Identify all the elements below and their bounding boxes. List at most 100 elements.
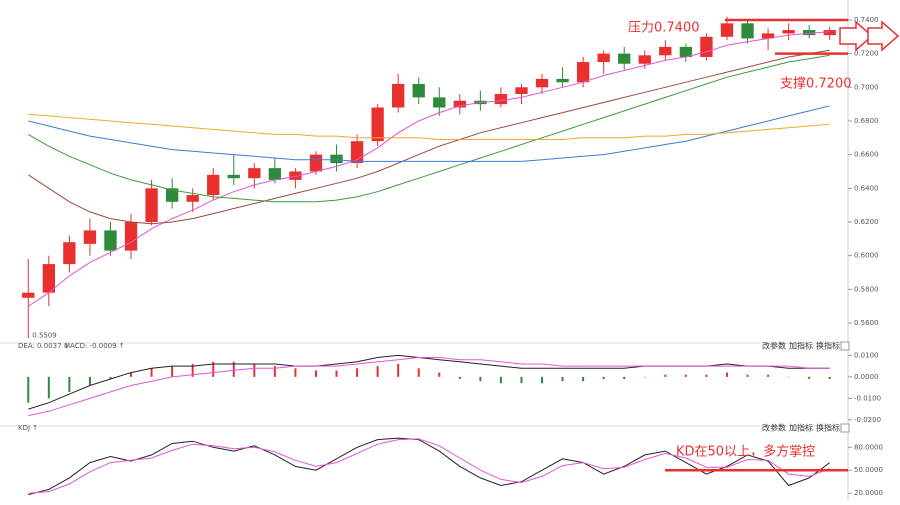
candle-body: [761, 33, 775, 39]
annotation: 压力0.7400: [628, 21, 700, 36]
y-tick-label: 0.6800: [854, 117, 879, 125]
candle-body: [227, 174, 240, 179]
indicator-line: [28, 357, 830, 417]
macd-bar: [212, 361, 215, 377]
indicator-line: [28, 437, 830, 496]
candle-body: [638, 55, 651, 64]
candle-body: [371, 107, 384, 142]
macd-bar: [725, 372, 728, 377]
macd-bar: [314, 370, 317, 377]
y-tick-label: 0.6600: [854, 151, 879, 159]
y-tick-label: 0.5600: [854, 319, 879, 327]
macd-bar: [828, 376, 831, 380]
toolbar-button[interactable]: 换指标: [816, 341, 840, 351]
macd-bar: [356, 368, 359, 377]
candle-body: [700, 36, 713, 57]
toolbar-button[interactable]: 加指标: [789, 341, 813, 351]
candle-body: [330, 154, 343, 164]
close-button[interactable]: [840, 341, 850, 351]
candle-body: [145, 188, 158, 222]
candle-body: [124, 221, 138, 251]
toolbar-button[interactable]: 改参数: [762, 423, 786, 433]
candle-body: [412, 83, 425, 98]
candle-body: [248, 168, 261, 179]
y-tick-label: -0.0200: [854, 416, 881, 424]
y-tick-label: 0.7200: [854, 50, 879, 58]
macd-bar: [520, 376, 523, 384]
toolbar-button[interactable]: 改参数: [762, 341, 786, 351]
macd-bar: [68, 376, 71, 392]
candle-body: [679, 46, 693, 57]
macd-bar: [47, 376, 50, 399]
y-tick-label: 0.6000: [854, 252, 879, 260]
macd-bar: [643, 376, 646, 378]
y-tick-label: 0.6200: [854, 218, 879, 226]
macd-bar: [561, 376, 564, 382]
macd-bar: [27, 376, 30, 403]
macd-bar: [499, 376, 502, 384]
candle-body: [741, 23, 754, 39]
candle-body: [207, 174, 220, 196]
candle-body: [576, 62, 590, 83]
macd-bar: [684, 374, 687, 377]
macd-bar: [808, 376, 811, 380]
macd-bar: [232, 361, 235, 377]
indicator-label: MACD: -0.0009 ↑: [64, 342, 125, 350]
arrow-icon: [867, 20, 900, 52]
indicator-line: [28, 54, 830, 203]
macd-bar: [130, 372, 133, 377]
candle-body: [165, 188, 179, 202]
macd-bar: [88, 376, 91, 386]
candle-body: [823, 30, 836, 36]
indicator-line: [28, 438, 830, 494]
indicator-label: KDJ ↑: [18, 424, 38, 432]
candle-body: [22, 292, 35, 298]
macd-bar: [541, 376, 544, 384]
candle-body: [515, 87, 528, 95]
y-tick-label: 0.0100: [854, 351, 879, 359]
candle-body: [83, 230, 97, 244]
macd-bar: [623, 376, 626, 380]
candle-body: [186, 195, 199, 202]
macd-bar: [109, 376, 112, 380]
toolbar-button[interactable]: 加指标: [789, 423, 813, 433]
macd-bar: [664, 374, 667, 377]
y-tick-label: 50.0000: [854, 466, 883, 474]
macd-bar: [479, 376, 482, 382]
y-tick-label: 0.5800: [854, 285, 879, 293]
y-tick-label: 20.0000: [854, 489, 883, 497]
candle-body: [104, 230, 117, 251]
candle-body: [268, 168, 282, 180]
indicator-line: [28, 105, 830, 162]
candle-body: [782, 30, 795, 34]
annotation: 支撑0.7200: [780, 77, 852, 92]
candle-body: [597, 53, 610, 63]
annotation: KD在50以上，多方掌控: [676, 444, 815, 460]
candle-body: [659, 46, 672, 56]
y-tick-label: 80.0000: [854, 443, 883, 451]
macd-bar: [335, 370, 338, 377]
low-marker-label: 0.5509: [32, 331, 57, 339]
y-tick-label: -0.0100: [854, 394, 881, 402]
macd-bar: [746, 374, 749, 377]
y-tick-label: 0.0000: [854, 373, 879, 381]
macd-bar: [602, 376, 605, 380]
candle-body: [720, 23, 734, 37]
macd-bar: [397, 363, 400, 377]
arrow-icon: [839, 20, 874, 52]
macd-bar: [191, 363, 194, 377]
candle-body: [433, 97, 446, 108]
candle-body: [453, 100, 466, 108]
close-button[interactable]: [840, 423, 850, 433]
macd-bar: [253, 363, 256, 377]
candle-body: [63, 242, 76, 265]
candle-body: [309, 154, 323, 172]
macd-bar: [438, 372, 441, 377]
y-tick-label: 0.6400: [854, 184, 879, 192]
macd-bar: [294, 368, 297, 377]
candle-body: [42, 264, 55, 293]
indicator-line: [28, 31, 830, 307]
toolbar-button[interactable]: 换指标: [816, 423, 840, 433]
candle-body: [803, 30, 816, 36]
